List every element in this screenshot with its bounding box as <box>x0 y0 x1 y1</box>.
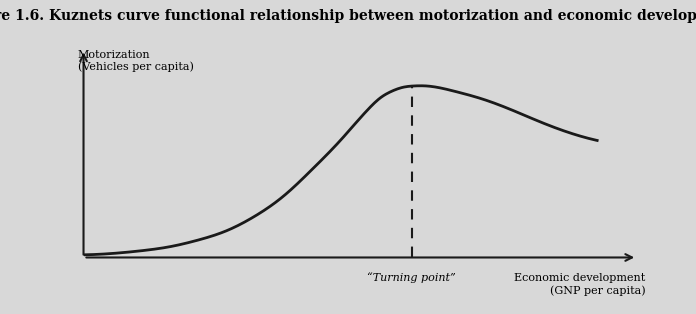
Text: “Turning point”: “Turning point” <box>367 272 456 283</box>
Text: Figure 1.6. Kuznets curve functional relationship between motorization and econo: Figure 1.6. Kuznets curve functional rel… <box>0 9 696 24</box>
Text: Economic development
(GNP per capita): Economic development (GNP per capita) <box>514 273 646 296</box>
Text: Motorization
(Vehicles per capita): Motorization (Vehicles per capita) <box>78 50 193 72</box>
